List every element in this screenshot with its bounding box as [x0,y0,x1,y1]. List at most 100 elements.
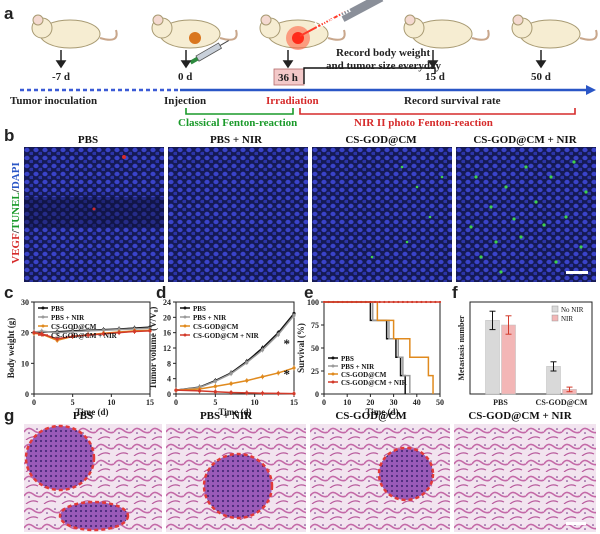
y-tick-label: 30 [21,298,29,307]
y-tick-label: 0 [315,390,319,399]
y-tick-label: 20 [163,313,171,322]
legend-swatch [551,305,559,313]
legend-label: CS-GOD@CM + NIR [193,332,260,340]
x-tick-label: 0 [174,398,178,407]
y-axis-label: Metastasis number [457,315,466,381]
panel-b-title: CS-GOD@CM + NIR [473,134,577,146]
data-point [355,300,358,304]
panel-label-f: f [452,283,458,302]
x-tick-label: 50 [436,398,444,407]
data-point [327,300,330,304]
significance-marker: * [284,367,291,382]
data-point [387,300,391,304]
legend-swatch [551,314,559,322]
timeline-diagram: 1064 nm -7 d 0 d 36 h 15 d 50 d Record b… [10,0,598,129]
day-label: 50 d [531,71,551,83]
data-point [336,300,340,304]
x-tick-label: 10 [343,398,351,407]
data-point [415,300,418,304]
data-point [434,300,437,304]
series-line [324,301,434,394]
nir-photo-fenton-label: NIR II photo Fenton-reaction [354,117,493,129]
series-line [175,314,295,391]
laser-icon [286,0,384,50]
histology-image-pbs-nir [166,424,306,532]
y-tick-label: 8 [167,359,171,368]
fluorescence-image-cs-god [312,147,452,282]
data-point [420,300,423,304]
data-point [401,300,404,304]
panel-label-d: d [156,283,167,302]
mouse-icon [511,14,598,49]
data-point [378,300,381,304]
legend-label: CS-GOD@CM + NIR [341,379,408,387]
legend-marker [183,333,187,337]
x-tick-label: 0 [322,398,326,407]
x-tick-label: 15 [146,398,154,407]
panel-label-e: e [304,283,314,302]
data-point [411,300,414,304]
panel-b-title: CS-GOD@CM [345,134,417,146]
data-point [322,300,326,304]
data-point [429,300,432,304]
data-point [369,300,372,304]
legend-label: PBS + NIR [193,314,227,322]
panel-label-g: g [4,406,15,425]
injection-label: Injection [164,95,206,107]
record-text-line1: Record body weight [336,47,430,59]
legend-marker [331,372,335,376]
data-point [383,300,386,304]
panel-g-title: PBS [73,410,93,422]
data-point [406,300,409,304]
data-point [346,300,349,304]
legend-marker [41,324,45,328]
x-axis-label: Time (d) [75,407,108,417]
y-tick-label: 16 [163,329,171,338]
data-point [360,300,363,304]
y-axis-label: Survival (%) [296,323,306,373]
legend-marker [183,315,187,319]
data-point [392,300,395,304]
y-tick-label: 100 [307,298,319,307]
y-tick-label: 4 [167,375,171,384]
y-tick-label: 0 [167,390,171,399]
legend-label: PBS + NIR [51,314,85,322]
x-tick-label: 15 [290,398,298,407]
panel-label-b: b [4,126,15,145]
fluorescence-image-pbs-nir [168,147,308,282]
panel-g-title: PBS + NIR [200,410,253,422]
y-axis-label: Tumor volume (V/V₀) [148,307,158,390]
x-tick-label: 20 [366,398,374,407]
x-axis-label: Time (d) [218,407,251,417]
x-tick-label: PBS [493,398,508,407]
irradiation-label: Irradiation [266,95,319,107]
x-tick-label: 10 [251,398,259,407]
panel-g-title: CS-GOD@CM [335,410,407,422]
legend-marker [183,324,187,328]
legend-label: No NIR [561,306,584,314]
fluorescence-image-pbs [24,147,164,282]
data-point [397,300,400,304]
data-point [364,300,367,304]
y-tick-label: 12 [163,344,171,353]
panel-label-a: a [4,4,14,23]
legend-marker [331,380,335,384]
series-line [175,367,295,391]
legend-marker [331,364,335,368]
data-point [341,300,344,304]
plot-frame [33,301,151,395]
tumor-inoculation-label: Tumor inoculation [10,95,97,107]
fluorescence-image-cs-god-nir [456,147,596,282]
syringe-icon [189,40,229,65]
legend-label: CS-GOD@CM + NIR [51,332,118,340]
y-tick-label: 25 [311,367,319,376]
x-tick-label: CS-GOD@CM [536,398,588,407]
legend-label: PBS [341,355,354,363]
plot-frame [469,301,593,395]
x-tick-label: 40 [413,398,421,407]
mouse-icon [403,14,490,49]
legend-label: PBS [51,305,64,313]
significance-marker: * [284,336,291,351]
